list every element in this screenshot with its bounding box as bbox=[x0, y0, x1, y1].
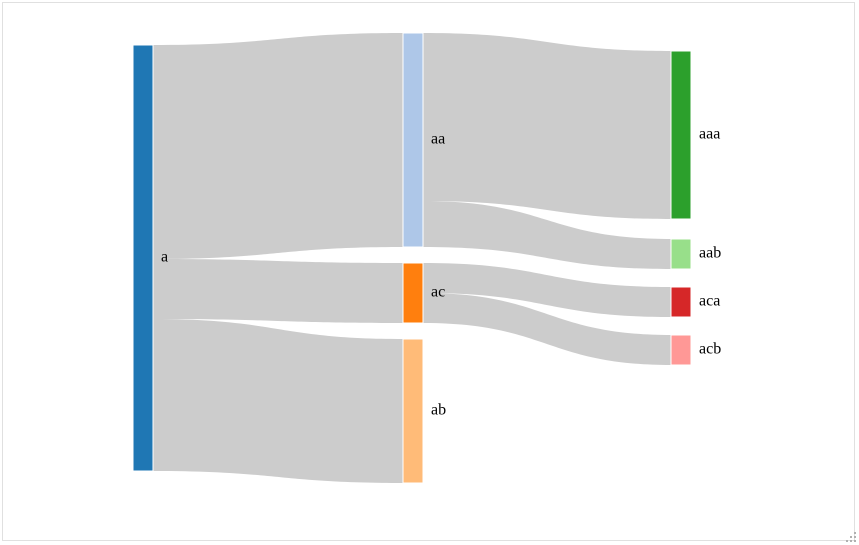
sankey-node[interactable] bbox=[671, 239, 691, 269]
sankey-node[interactable] bbox=[403, 263, 423, 323]
sankey-link bbox=[153, 33, 403, 259]
sankey-node-label: aa bbox=[431, 131, 445, 148]
sankey-node[interactable] bbox=[671, 51, 691, 219]
sankey-link bbox=[153, 319, 403, 483]
sankey-node-label: aca bbox=[699, 293, 720, 310]
sankey-node[interactable] bbox=[671, 335, 691, 365]
sankey-node-label: acb bbox=[699, 341, 721, 358]
sankey-node-label: ac bbox=[431, 284, 445, 301]
chart-frame: aaaacabaaaaabacaacb bbox=[2, 2, 855, 541]
sankey-node-label: a bbox=[161, 249, 168, 266]
resize-grip-icon bbox=[843, 529, 857, 543]
sankey-link bbox=[423, 33, 671, 219]
sankey-node[interactable] bbox=[133, 45, 153, 471]
sankey-node[interactable] bbox=[671, 287, 691, 317]
sankey-node[interactable] bbox=[403, 339, 423, 483]
sankey-node[interactable] bbox=[403, 33, 423, 247]
sankey-diagram: aaaacabaaaaabacaacb bbox=[3, 3, 856, 542]
sankey-node-label: aab bbox=[699, 245, 721, 262]
sankey-node-label: aaa bbox=[699, 126, 720, 143]
sankey-link bbox=[153, 259, 403, 323]
sankey-node-label: ab bbox=[431, 402, 446, 419]
